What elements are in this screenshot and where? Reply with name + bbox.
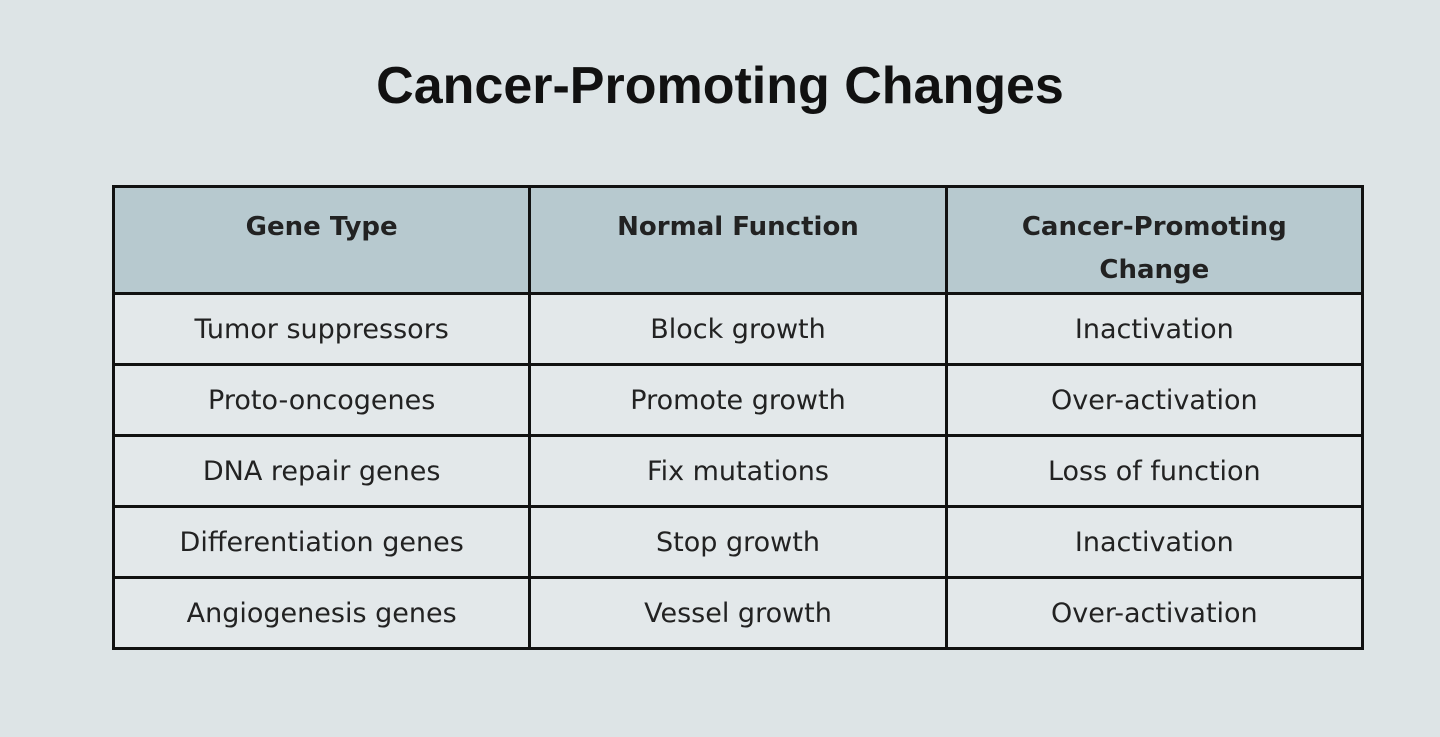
table-cell: Inactivation bbox=[944, 505, 1365, 579]
table-body: Tumor suppressors Block growth Inactivatio… bbox=[111, 292, 1365, 650]
slide-title: Cancer-Promoting Changes bbox=[376, 57, 1064, 115]
header-cell: Cancer-Promoting Change bbox=[944, 185, 1365, 295]
table-row: Tumor suppressors Block growth Inactivatio… bbox=[111, 292, 1365, 366]
table-cell: DNA repair genes bbox=[111, 434, 532, 508]
table-row: DNA repair genes Fix mutations Loss of fun… bbox=[111, 434, 1365, 508]
table-cell: Inactivation bbox=[944, 292, 1365, 366]
table-cell: Over-activation bbox=[944, 576, 1365, 650]
gene-table: Gene Type Normal Function Cancer-Promoting… bbox=[111, 185, 1365, 650]
table-cell: Fix mutations bbox=[528, 434, 948, 508]
table-row: Proto-oncogenes Promote growth Over-activa… bbox=[111, 363, 1365, 437]
table-row: Differentiation genes Stop growth Inactiva… bbox=[111, 505, 1365, 579]
table-cell: Promote growth bbox=[528, 363, 948, 437]
header-cell: Normal Function bbox=[528, 185, 948, 295]
table-row: Angiogenesis genes Vessel growth Over-acti… bbox=[111, 576, 1365, 650]
table-cell: Over-activation bbox=[944, 363, 1365, 437]
table-cell: Block growth bbox=[528, 292, 948, 366]
table-cell: Vessel growth bbox=[528, 576, 948, 650]
table-cell: Tumor suppressors bbox=[111, 292, 532, 366]
table-cell: Stop growth bbox=[528, 505, 948, 579]
header-cell: Gene Type bbox=[111, 185, 532, 295]
table-cell: Loss of function bbox=[944, 434, 1365, 508]
table-cell: Proto-oncogenes bbox=[111, 363, 532, 437]
table-cell: Angiogenesis genes bbox=[111, 576, 532, 650]
table-cell: Differentiation genes bbox=[111, 505, 532, 579]
header-row: Gene Type Normal Function Cancer-Promoting… bbox=[111, 185, 1365, 295]
